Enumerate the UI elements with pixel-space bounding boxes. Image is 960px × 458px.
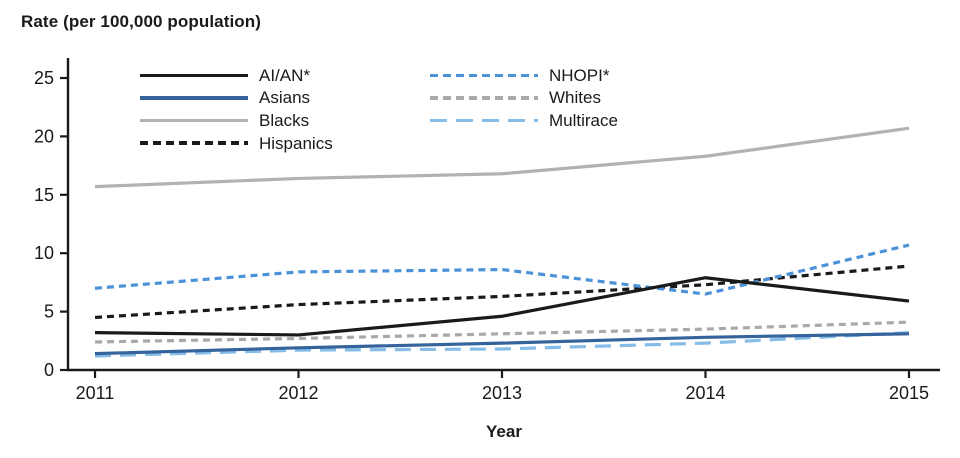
legend-column-1: AI/AN* Asians Blacks Hispanics	[140, 64, 333, 154]
legend-label: Hispanics	[259, 133, 333, 153]
legend-label: Whites	[549, 88, 601, 108]
legend-label: Blacks	[259, 110, 310, 130]
multirace-line-swatch-icon	[430, 118, 538, 123]
ai-an-line-swatch-icon	[140, 73, 248, 77]
blacks-line-swatch-icon	[140, 118, 248, 123]
series-line-whites	[94, 320, 910, 344]
x-tick-label: 2012	[278, 383, 318, 403]
series-line-asians	[94, 332, 910, 356]
legend-label: NHOPI*	[549, 65, 610, 85]
series-line-multirace	[94, 331, 910, 358]
whites-line-swatch-icon	[430, 96, 538, 100]
x-tick-label: 2013	[482, 383, 522, 403]
hispanics-line-swatch-icon	[140, 141, 248, 145]
legend-item-nhopi: NHOPI*	[430, 64, 618, 87]
legend-item-asians: Asians	[140, 87, 333, 110]
legend-column-2: NHOPI* Whites Multirace	[430, 64, 618, 132]
series-line-nhopi	[94, 243, 910, 296]
x-tick-label: 2015	[889, 383, 929, 403]
x-tick-label: 2011	[76, 383, 115, 403]
legend-item-hispanics: Hispanics	[140, 132, 333, 155]
y-tick-label: 5	[44, 302, 54, 322]
y-tick-label: 25	[34, 68, 54, 88]
y-tick-label: 0	[44, 360, 54, 380]
legend-item-blacks: Blacks	[140, 109, 333, 132]
nhopi-line-swatch-icon	[430, 73, 538, 77]
series-line-blacks	[94, 126, 910, 189]
y-tick-label: 20	[34, 126, 54, 146]
legend-item-whites: Whites	[430, 87, 618, 110]
x-tick-label: 2014	[685, 383, 725, 403]
series-line-hispanics	[94, 264, 910, 320]
x-axis-title: Year	[486, 422, 522, 441]
legend-item-ai-an: AI/AN*	[140, 64, 333, 87]
legend-item-multirace: Multirace	[430, 109, 618, 132]
asians-line-swatch-icon	[140, 96, 248, 100]
chart-title: Rate (per 100,000 population)	[21, 12, 262, 31]
series-line-ai-an	[94, 276, 910, 337]
legend-label: Multirace	[549, 110, 618, 130]
y-tick-label: 10	[34, 243, 54, 263]
legend-label: Asians	[259, 88, 311, 108]
legend-label: AI/AN*	[259, 65, 311, 85]
y-tick-label: 15	[34, 185, 54, 205]
